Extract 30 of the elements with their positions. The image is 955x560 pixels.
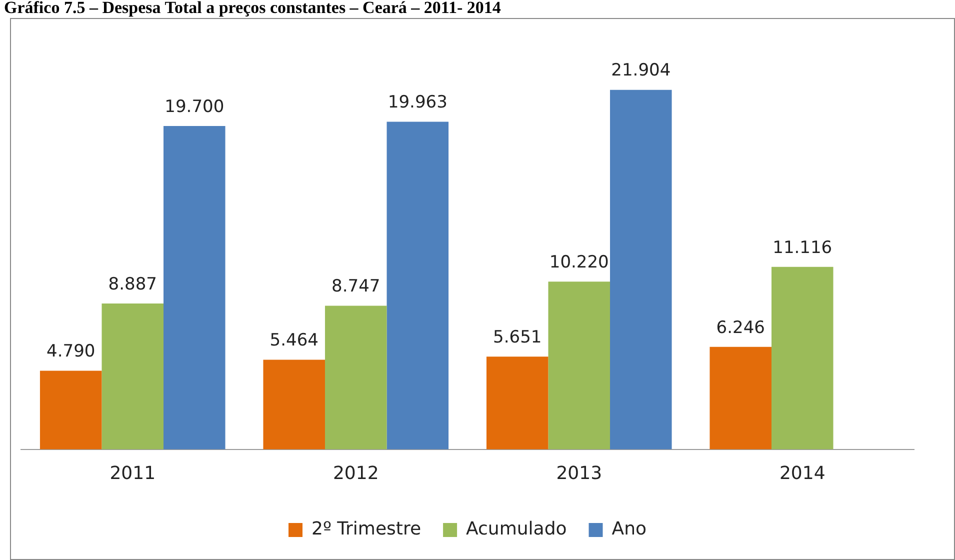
bar: [610, 90, 672, 450]
legend-label: Ano: [612, 518, 646, 540]
data-label: 5.651: [493, 328, 542, 348]
bar: [324, 306, 387, 450]
data-label: 8.747: [332, 276, 380, 297]
data-label: 6.246: [716, 318, 765, 338]
data-label: 19.700: [164, 96, 224, 117]
data-label: 5.464: [270, 330, 318, 351]
data-label: 11.116: [772, 238, 832, 258]
data-label: 8.887: [108, 274, 157, 294]
x-tick-label: 2011: [110, 462, 156, 484]
bar: [164, 126, 226, 450]
x-tick-label: 2012: [332, 462, 379, 484]
bar: [386, 122, 449, 450]
data-label: 4.790: [46, 342, 96, 362]
x-tick-label: 2014: [779, 462, 826, 484]
legend-label: Acumulado: [466, 518, 567, 540]
data-label: 19.963: [388, 92, 448, 113]
bar: [263, 360, 325, 450]
bar: [486, 356, 548, 450]
chart-title: Gráfico 7.5 – Despesa Total a preços constantes – Ceará – 2011- 2014: [3, 0, 502, 18]
data-label: 10.220: [549, 252, 609, 273]
data-label: 21.904: [611, 60, 671, 81]
bar: [102, 304, 164, 450]
bar: [710, 346, 772, 450]
legend-label: 2º Trimestre: [312, 518, 422, 540]
x-tick-label: 2013: [556, 462, 602, 484]
bar: [771, 266, 834, 450]
bar: [40, 370, 102, 450]
bar: [548, 282, 610, 450]
